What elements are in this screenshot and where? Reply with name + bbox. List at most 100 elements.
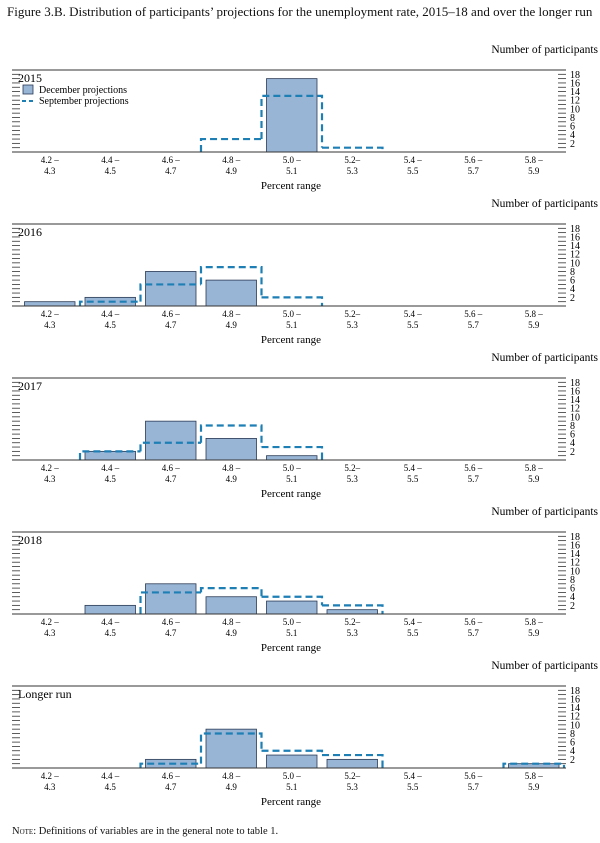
x-tick-label: 4.6 –4.7 bbox=[162, 617, 181, 638]
y-axis-label: Number of participants bbox=[491, 506, 598, 518]
y-tick-label: 6 bbox=[570, 584, 575, 595]
y-tick-label: 18 bbox=[570, 378, 580, 389]
bar-december bbox=[266, 754, 318, 769]
y-tick-label: 6 bbox=[570, 122, 575, 133]
y-tick-label: 6 bbox=[570, 738, 575, 749]
panel-label: 2015 bbox=[18, 71, 42, 85]
figure-note: Note: Definitions of variables are in th… bbox=[12, 826, 278, 837]
x-tick-label: 4.4 –4.5 bbox=[101, 463, 120, 484]
y-tick-label: 4 bbox=[570, 592, 575, 603]
x-tick-label: 4.6 –4.7 bbox=[162, 463, 181, 484]
y-tick-label: 12 bbox=[570, 712, 580, 723]
x-tick-label: 5.2– 5.3 bbox=[344, 617, 360, 638]
x-tick-label: 5.6 –5.7 bbox=[464, 155, 483, 176]
panel-4: Number of participants 2018 24681012141618… bbox=[12, 506, 599, 654]
x-tick-label: 4.8 –4.9 bbox=[222, 617, 241, 638]
x-axis-label: Percent range bbox=[261, 334, 321, 346]
x-axis-label: Percent range bbox=[261, 180, 321, 192]
y-tick-label: 4 bbox=[570, 130, 575, 141]
step-september bbox=[199, 94, 384, 152]
x-tick-label: 5.0 –5.1 bbox=[283, 617, 302, 638]
x-tick-label: 4.2 –4.3 bbox=[41, 463, 60, 484]
x-tick-label: 5.0 –5.1 bbox=[283, 155, 302, 176]
panel-1: Number of participants 2015 24681012141618… bbox=[12, 44, 599, 192]
x-tick-label: 4.2 –4.3 bbox=[41, 309, 60, 330]
y-axis-label: Number of participants bbox=[491, 44, 598, 56]
x-tick-label: 5.0 –5.1 bbox=[283, 463, 302, 484]
y-tick-label: 16 bbox=[570, 386, 580, 397]
panel-label: 2016 bbox=[18, 225, 42, 239]
x-tick-label: 5.6 –5.7 bbox=[464, 617, 483, 638]
x-tick-label: 4.4 –4.5 bbox=[101, 155, 120, 176]
y-tick-label: 12 bbox=[570, 250, 580, 261]
y-tick-label: 10 bbox=[570, 720, 580, 731]
legend-label-september: September projections bbox=[39, 96, 129, 107]
x-tick-label: 5.4 –5.5 bbox=[404, 617, 423, 638]
bar-december bbox=[205, 279, 257, 307]
bar-december bbox=[24, 301, 76, 307]
y-tick-label: 4 bbox=[570, 438, 575, 449]
x-tick-label: 4.6 –4.7 bbox=[162, 771, 181, 792]
x-tick-label: 5.2– 5.3 bbox=[344, 309, 360, 330]
y-tick-label: 2 bbox=[570, 447, 575, 458]
x-tick-label: 5.6 –5.7 bbox=[464, 309, 483, 330]
y-tick-label: 4 bbox=[570, 284, 575, 295]
x-tick-label: 5.2– 5.3 bbox=[344, 463, 360, 484]
x-tick-label: 5.8 –5.9 bbox=[525, 771, 544, 792]
x-tick-label: 4.2 –4.3 bbox=[41, 155, 60, 176]
x-axis-label: Percent range bbox=[261, 642, 321, 654]
y-tick-label: 14 bbox=[570, 703, 580, 714]
bar-december bbox=[145, 420, 197, 461]
panel-label: 2017 bbox=[18, 379, 42, 393]
y-axis-label: Number of participants bbox=[491, 660, 598, 672]
x-tick-label: 4.4 –4.5 bbox=[101, 617, 120, 638]
bar-december bbox=[205, 438, 257, 461]
bar-december bbox=[205, 596, 257, 615]
bar-december bbox=[326, 758, 378, 769]
y-tick-label: 8 bbox=[570, 267, 575, 278]
bar-december bbox=[266, 455, 318, 461]
x-tick-label: 4.6 –4.7 bbox=[162, 309, 181, 330]
y-tick-label: 18 bbox=[570, 70, 580, 81]
y-tick-label: 12 bbox=[570, 558, 580, 569]
y-axis-label: Number of participants bbox=[491, 198, 598, 210]
y-tick-label: 14 bbox=[570, 549, 580, 560]
y-tick-label: 2 bbox=[570, 293, 575, 304]
x-tick-label: 5.8 –5.9 bbox=[525, 155, 544, 176]
y-tick-label: 12 bbox=[570, 96, 580, 107]
legend-swatch-december bbox=[22, 84, 34, 95]
y-tick-label: 16 bbox=[570, 694, 580, 705]
y-tick-label: 4 bbox=[570, 746, 575, 757]
y-tick-label: 16 bbox=[570, 540, 580, 551]
x-tick-label: 5.6 –5.7 bbox=[464, 463, 483, 484]
x-tick-label: 4.8 –4.9 bbox=[222, 155, 241, 176]
note-text: : Definitions of variables are in the ge… bbox=[33, 826, 279, 837]
bar-december bbox=[266, 78, 318, 153]
panel-label: Longer run bbox=[18, 687, 72, 701]
x-tick-label: 5.4 –5.5 bbox=[404, 309, 423, 330]
x-tick-label: 5.0 –5.1 bbox=[283, 309, 302, 330]
bar-december bbox=[205, 728, 257, 769]
panel-2: Number of participants 2016 24681012141618… bbox=[12, 198, 599, 346]
y-tick-label: 14 bbox=[570, 395, 580, 406]
y-tick-label: 6 bbox=[570, 430, 575, 441]
x-tick-label: 5.6 –5.7 bbox=[464, 771, 483, 792]
x-tick-label: 4.2 –4.3 bbox=[41, 771, 60, 792]
bar-december bbox=[326, 609, 378, 615]
x-tick-label: 5.8 –5.9 bbox=[525, 309, 544, 330]
panel-5: Number of participants Longer run 24681012… bbox=[12, 660, 599, 808]
bar-december bbox=[145, 583, 197, 615]
x-tick-label: 4.4 –4.5 bbox=[101, 309, 120, 330]
y-tick-label: 12 bbox=[570, 404, 580, 415]
figure-title: Figure 3.B. Distribution of participants… bbox=[7, 4, 593, 19]
x-tick-label: 4.6 –4.7 bbox=[162, 155, 181, 176]
x-tick-label: 5.0 –5.1 bbox=[283, 771, 302, 792]
y-tick-label: 18 bbox=[570, 224, 580, 235]
x-axis-label: Percent range bbox=[261, 796, 321, 808]
y-tick-label: 8 bbox=[570, 113, 575, 124]
bar-december bbox=[266, 600, 318, 615]
step-september bbox=[139, 732, 566, 768]
y-tick-label: 18 bbox=[570, 686, 580, 697]
x-tick-label: 5.8 –5.9 bbox=[525, 463, 544, 484]
